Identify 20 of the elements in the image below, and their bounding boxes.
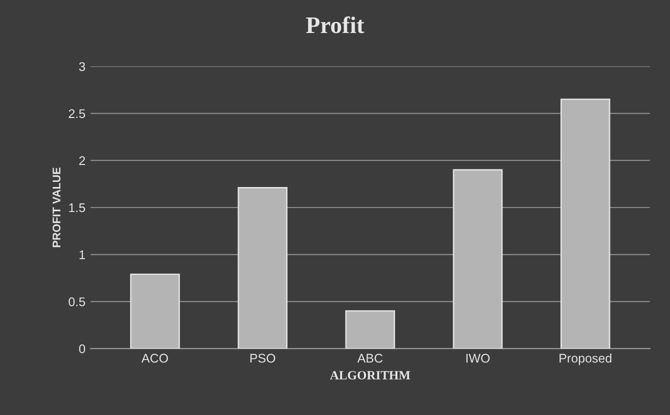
y-tick-label: 2 bbox=[79, 156, 85, 165]
y-tick-label: 3 bbox=[79, 62, 86, 72]
bar bbox=[130, 274, 180, 349]
y-tick-label: 1.5 bbox=[69, 203, 86, 212]
bar bbox=[560, 98, 610, 349]
x-tick-label: ACO bbox=[141, 354, 168, 363]
y-tick-label: 0.5 bbox=[68, 297, 86, 306]
x-tick-label: PSO bbox=[250, 354, 276, 363]
bar bbox=[238, 187, 288, 349]
y-tick-label: 1 bbox=[80, 250, 85, 260]
x-tick-label: Proposed bbox=[560, 353, 612, 366]
x-tick-label: ABC bbox=[357, 354, 383, 363]
x-axis-title: ALGORITHM bbox=[330, 371, 410, 380]
bar bbox=[345, 310, 396, 349]
bar bbox=[452, 169, 503, 349]
y-tick-label: 2.5 bbox=[68, 109, 86, 118]
chart-title: Profit bbox=[306, 16, 364, 34]
y-axis-title: PROFIT VALUE bbox=[52, 168, 60, 248]
y-tick-label: 0 bbox=[79, 344, 86, 354]
x-tick-label: IWO bbox=[466, 354, 490, 363]
